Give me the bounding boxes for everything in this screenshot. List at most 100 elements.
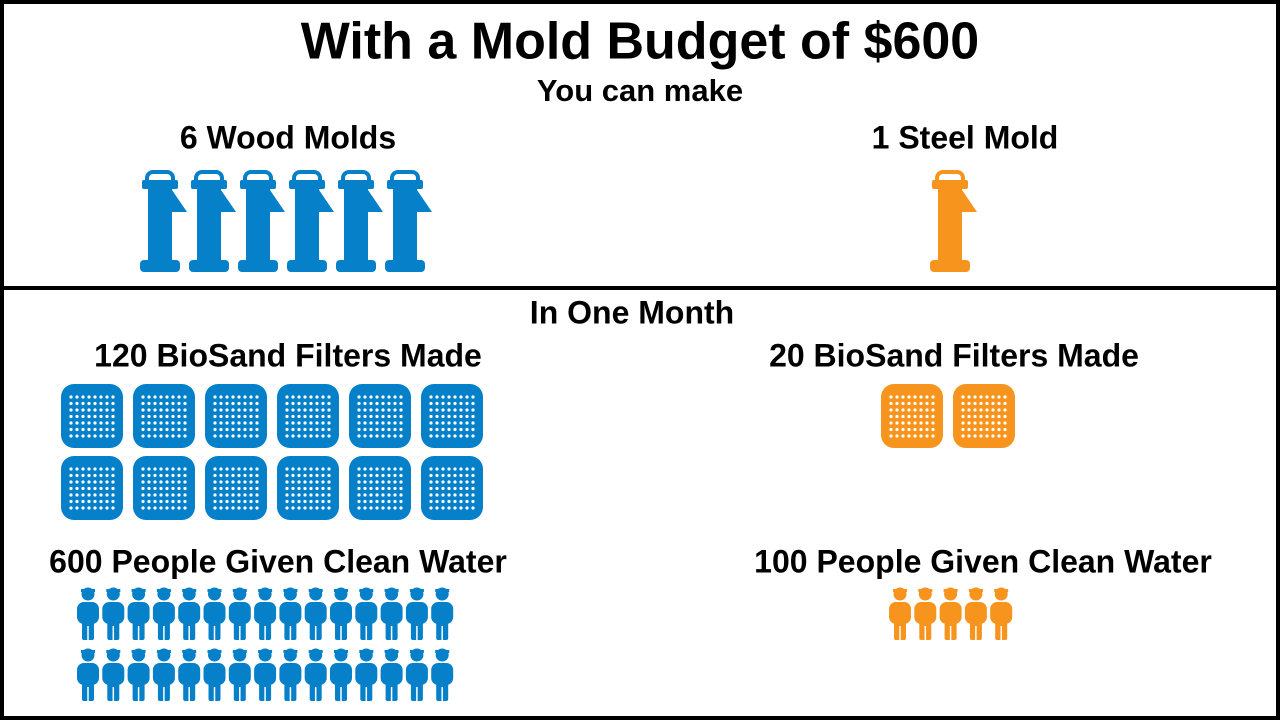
filter-hole [315, 467, 319, 471]
filter-hole [327, 414, 331, 419]
filter-hole [297, 395, 301, 399]
filter-body [277, 384, 339, 448]
filter-hole [153, 499, 157, 504]
filter-hole [213, 427, 217, 432]
filter-hole [225, 395, 229, 399]
filter-hole [459, 499, 463, 504]
filter-hole [895, 421, 899, 425]
filter-hole [447, 421, 451, 425]
filter-hole [369, 408, 373, 412]
filter-hole [159, 401, 163, 406]
filter-hole [225, 480, 229, 484]
filter-hole [441, 473, 445, 478]
filter-hole [381, 486, 385, 491]
filter-hole [255, 486, 259, 491]
filter-hole [895, 395, 899, 399]
filter-hole [171, 427, 175, 432]
filter-hole [75, 493, 79, 497]
filter-hole [357, 421, 361, 425]
filter-hole [369, 499, 373, 504]
filter-hole [357, 427, 361, 432]
filter-hole [363, 506, 367, 510]
filter-hole [399, 486, 403, 491]
filter-hole [453, 506, 457, 510]
filter-hole [357, 493, 361, 497]
filter-hole [315, 434, 319, 438]
filter-hole [177, 467, 181, 471]
filter-hole [213, 506, 217, 510]
filter-hole [243, 473, 247, 478]
filter-hole [81, 506, 85, 510]
filter-hole [81, 493, 85, 497]
filter-hole [213, 401, 217, 406]
filter-hole [105, 486, 109, 491]
filter-hole [147, 499, 151, 504]
filter-hole [429, 408, 433, 412]
filter-hole [985, 408, 989, 412]
filter-hole [225, 408, 229, 412]
filter-hole [177, 414, 181, 419]
filter-hole [973, 408, 977, 412]
filter-hole [471, 473, 475, 478]
filter-hole [447, 467, 451, 471]
filter-hole [225, 506, 229, 510]
filter-hole [321, 408, 325, 412]
filter-hole [901, 401, 905, 406]
filter-hole [387, 408, 391, 412]
filter-hole [75, 434, 79, 438]
mold-cap [338, 180, 374, 189]
filter-hole [87, 506, 91, 510]
person-cap [435, 650, 450, 653]
filter-hole [141, 395, 145, 399]
filter-hole [369, 395, 373, 399]
filter-hole [381, 506, 385, 510]
filter-hole [327, 486, 331, 491]
filter-hole [985, 427, 989, 432]
person-icon [914, 587, 937, 640]
mold-base [238, 260, 278, 272]
filter-hole [297, 473, 301, 478]
filter-hole [303, 473, 307, 478]
filter-icon [349, 456, 411, 520]
filter-hole [471, 493, 475, 497]
filter-hole [961, 434, 965, 438]
person-cap [334, 589, 348, 592]
filter-hole [357, 414, 361, 419]
filter-hole [75, 427, 79, 432]
filter-hole [961, 401, 965, 406]
filter-hole [213, 493, 217, 497]
filter-body [421, 456, 483, 520]
filter-hole [171, 401, 175, 406]
filter-hole [321, 493, 325, 497]
filter-hole [165, 395, 169, 399]
filter-hole [231, 499, 235, 504]
filter-hole [255, 421, 259, 425]
filter-hole [69, 401, 73, 406]
filter-hole [291, 414, 295, 419]
mold-label: 1 Steel Mold [872, 119, 1059, 155]
filter-hole [99, 486, 103, 491]
filter-hole [393, 499, 397, 504]
filter-hole [255, 467, 259, 471]
filter-hole [369, 493, 373, 497]
filter-hole [435, 408, 439, 412]
filter-hole [375, 421, 379, 425]
filter-hole [309, 486, 313, 491]
filter-hole [75, 486, 79, 491]
person-cap [258, 650, 273, 653]
person-icon [355, 587, 378, 640]
filter-hole [147, 395, 151, 399]
filter-hole [387, 401, 391, 406]
person-cap [409, 589, 424, 592]
filter-hole [303, 414, 307, 419]
filter-hole [961, 414, 965, 419]
filter-hole [387, 480, 391, 484]
filter-hole [357, 473, 361, 478]
filter-hole [297, 414, 301, 419]
filter-hole [147, 434, 151, 438]
filter-hole [303, 434, 307, 438]
filter-hole [171, 499, 175, 504]
filter-hole [375, 408, 379, 412]
filter-hole [997, 408, 1001, 412]
